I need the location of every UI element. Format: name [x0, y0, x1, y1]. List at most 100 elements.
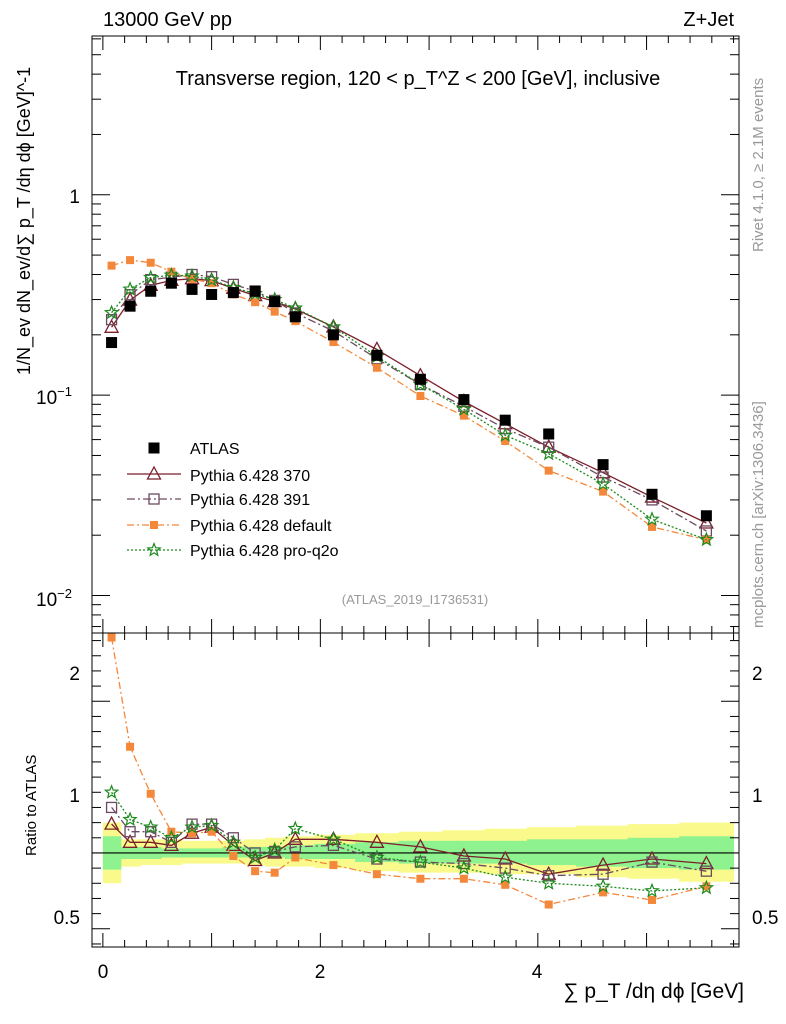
band-inner-13 [442, 840, 486, 864]
legend-marker-1 [148, 493, 160, 505]
point-pythia-6-428-pro-q2o-5 [203, 271, 220, 287]
ratio-point-pythia-6-428-default-16 [599, 888, 608, 897]
point-pythia-6-428-default-0 [107, 261, 116, 270]
point-atlas-5 [206, 288, 218, 300]
point-atlas-1 [124, 300, 136, 312]
ytick-ratio-1-left: 1 [69, 786, 80, 807]
line-pythia-6-428-370 [111, 278, 707, 524]
ratio-point-pythia-6-428-370-14 [497, 850, 513, 865]
point-atlas-4 [186, 283, 198, 295]
point-pythia-6-428-391-15 [543, 441, 555, 453]
ratio-point-pythia-6-428-default-4 [188, 829, 197, 838]
point-atlas-2 [145, 285, 157, 297]
ratio-point-pythia-6-428-370-3 [163, 837, 179, 852]
ytick-main-0.01: 10−2 [36, 586, 72, 611]
ratio-point-pythia-6-428-pro-q2o-12 [412, 853, 429, 869]
ratio-point-pythia-6-428-default-9 [291, 853, 300, 862]
ratio-point-pythia-6-428-pro-q2o-2 [142, 819, 159, 834]
ratio-point-pythia-6-428-default-15 [544, 900, 553, 909]
point-atlas-7 [249, 285, 261, 297]
point-atlas-17 [646, 488, 658, 500]
ratio-point-pythia-6-428-default-17 [648, 895, 657, 904]
xtick-4: 4 [532, 962, 543, 983]
ratio-point-pythia-6-428-pro-q2o-16 [595, 878, 611, 893]
ratio-point-pythia-6-428-default-0 [107, 633, 116, 642]
point-atlas-15 [543, 428, 555, 440]
ratio-series-layer [103, 633, 715, 909]
ytick-ratio-0.5-right: 0.5 [752, 908, 778, 929]
ytick-ratio-0.5-left: 0.5 [54, 908, 80, 929]
ratio-point-pythia-6-428-pro-q2o-6 [225, 834, 242, 849]
point-atlas-16 [597, 459, 609, 471]
point-pythia-6-428-default-7 [251, 298, 260, 307]
ytick-ratio-2-left: 2 [69, 664, 80, 685]
point-atlas-12 [414, 373, 426, 385]
legend-label-391: Pythia 6.428 391 [190, 492, 310, 509]
point-pythia-6-428-pro-q2o-13 [456, 401, 472, 416]
point-atlas-13 [458, 394, 470, 406]
point-pythia-6-428-pro-q2o-9 [287, 299, 304, 315]
point-atlas-14 [499, 414, 511, 426]
rivet-label: Rivet 4.1.0, ≥ 2.1M events [750, 78, 767, 252]
point-atlas-11 [371, 349, 383, 361]
ratio-point-pythia-6-428-default-18 [702, 882, 711, 891]
point-pythia-6-428-391-16 [597, 471, 609, 483]
ratio-point-pythia-6-428-pro-q2o-5 [203, 817, 220, 833]
point-pythia-6-428-pro-q2o-1 [122, 281, 138, 296]
xtick-0: 0 [98, 962, 109, 983]
point-pythia-6-428-default-17 [648, 522, 657, 531]
band-inner-10 [314, 843, 356, 860]
ratio-point-pythia-6-428-391-15 [543, 870, 555, 882]
ratio-point-pythia-6-428-391-14 [499, 862, 511, 874]
ratio-point-pythia-6-428-pro-q2o-1 [122, 811, 138, 827]
point-pythia-6-428-pro-q2o-18 [698, 531, 715, 547]
point-pythia-6-428-default-1 [126, 256, 135, 265]
energy-label: 13000 GeV pp [103, 9, 232, 31]
x-axis-title: ∑ p_T /dη dϕ [GeV] [564, 980, 744, 1003]
legend-label-proq2o: Pythia 6.428 pro-q2o [190, 543, 339, 560]
process-label: Z+Jet [683, 9, 734, 31]
ratio-point-pythia-6-428-default-7 [251, 867, 260, 876]
ratio-point-pythia-6-428-pro-q2o-14 [497, 869, 513, 884]
ratio-point-pythia-6-428-pro-q2o-0 [103, 784, 120, 799]
ratio-point-pythia-6-428-391-17 [646, 856, 658, 868]
ratio-point-pythia-6-428-default-8 [270, 868, 279, 877]
point-pythia-6-428-pro-q2o-2 [142, 269, 159, 285]
ratio-point-pythia-6-428-370-2 [143, 833, 159, 848]
y-axis-title: 1/N_ev dN_ev/d∑ p_T /dη dϕ [GeV]^-1 [14, 67, 35, 375]
point-pythia-6-428-391-0 [105, 314, 118, 326]
ratio-point-pythia-6-428-default-6 [229, 851, 238, 860]
ratio-point-pythia-6-428-pro-q2o-4 [184, 819, 200, 834]
point-atlas-9 [289, 311, 301, 323]
analysis-id: (ATLAS_2019_I1736531) [342, 592, 488, 607]
point-pythia-6-428-pro-q2o-0 [103, 304, 120, 320]
point-pythia-6-428-pro-q2o-15 [540, 445, 557, 461]
point-atlas-6 [227, 287, 239, 299]
ratio-point-pythia-6-428-default-12 [416, 874, 425, 883]
ytick-ratio-1-right: 1 [752, 786, 763, 807]
ratio-point-pythia-6-428-370-17 [644, 850, 660, 865]
point-atlas-8 [269, 296, 281, 308]
region-title: Transverse region, 120 < p_T^Z < 200 [Ge… [176, 68, 660, 90]
ratio-point-pythia-6-428-default-1 [126, 742, 135, 751]
ytick-ratio-2-right: 2 [752, 664, 763, 685]
ratio-point-pythia-6-428-370-9 [287, 830, 303, 845]
ratio-point-pythia-6-428-370-18 [698, 855, 714, 870]
point-pythia-6-428-pro-q2o-17 [644, 511, 660, 526]
ratio-point-pythia-6-428-default-13 [459, 874, 468, 883]
ratio-point-pythia-6-428-default-5 [207, 827, 216, 836]
point-pythia-6-428-default-10 [329, 338, 338, 347]
point-pythia-6-428-370-18 [698, 514, 714, 529]
point-pythia-6-428-default-8 [270, 307, 279, 316]
point-pythia-6-428-370-0 [103, 318, 120, 333]
point-pythia-6-428-pro-q2o-14 [497, 427, 513, 442]
legend: ATLAS Pythia 6.428 370 Pythia 6.428 391 … [127, 441, 339, 560]
ratio-point-pythia-6-428-370-16 [595, 856, 611, 871]
ratio-point-pythia-6-428-pro-q2o-17 [644, 882, 660, 898]
legend-label-370: Pythia 6.428 370 [190, 468, 310, 485]
point-pythia-6-428-default-12 [416, 392, 425, 401]
legend-marker-atlas [148, 442, 160, 454]
point-pythia-6-428-pro-q2o-4 [184, 267, 200, 283]
ratio-point-pythia-6-428-391-18 [700, 865, 713, 877]
